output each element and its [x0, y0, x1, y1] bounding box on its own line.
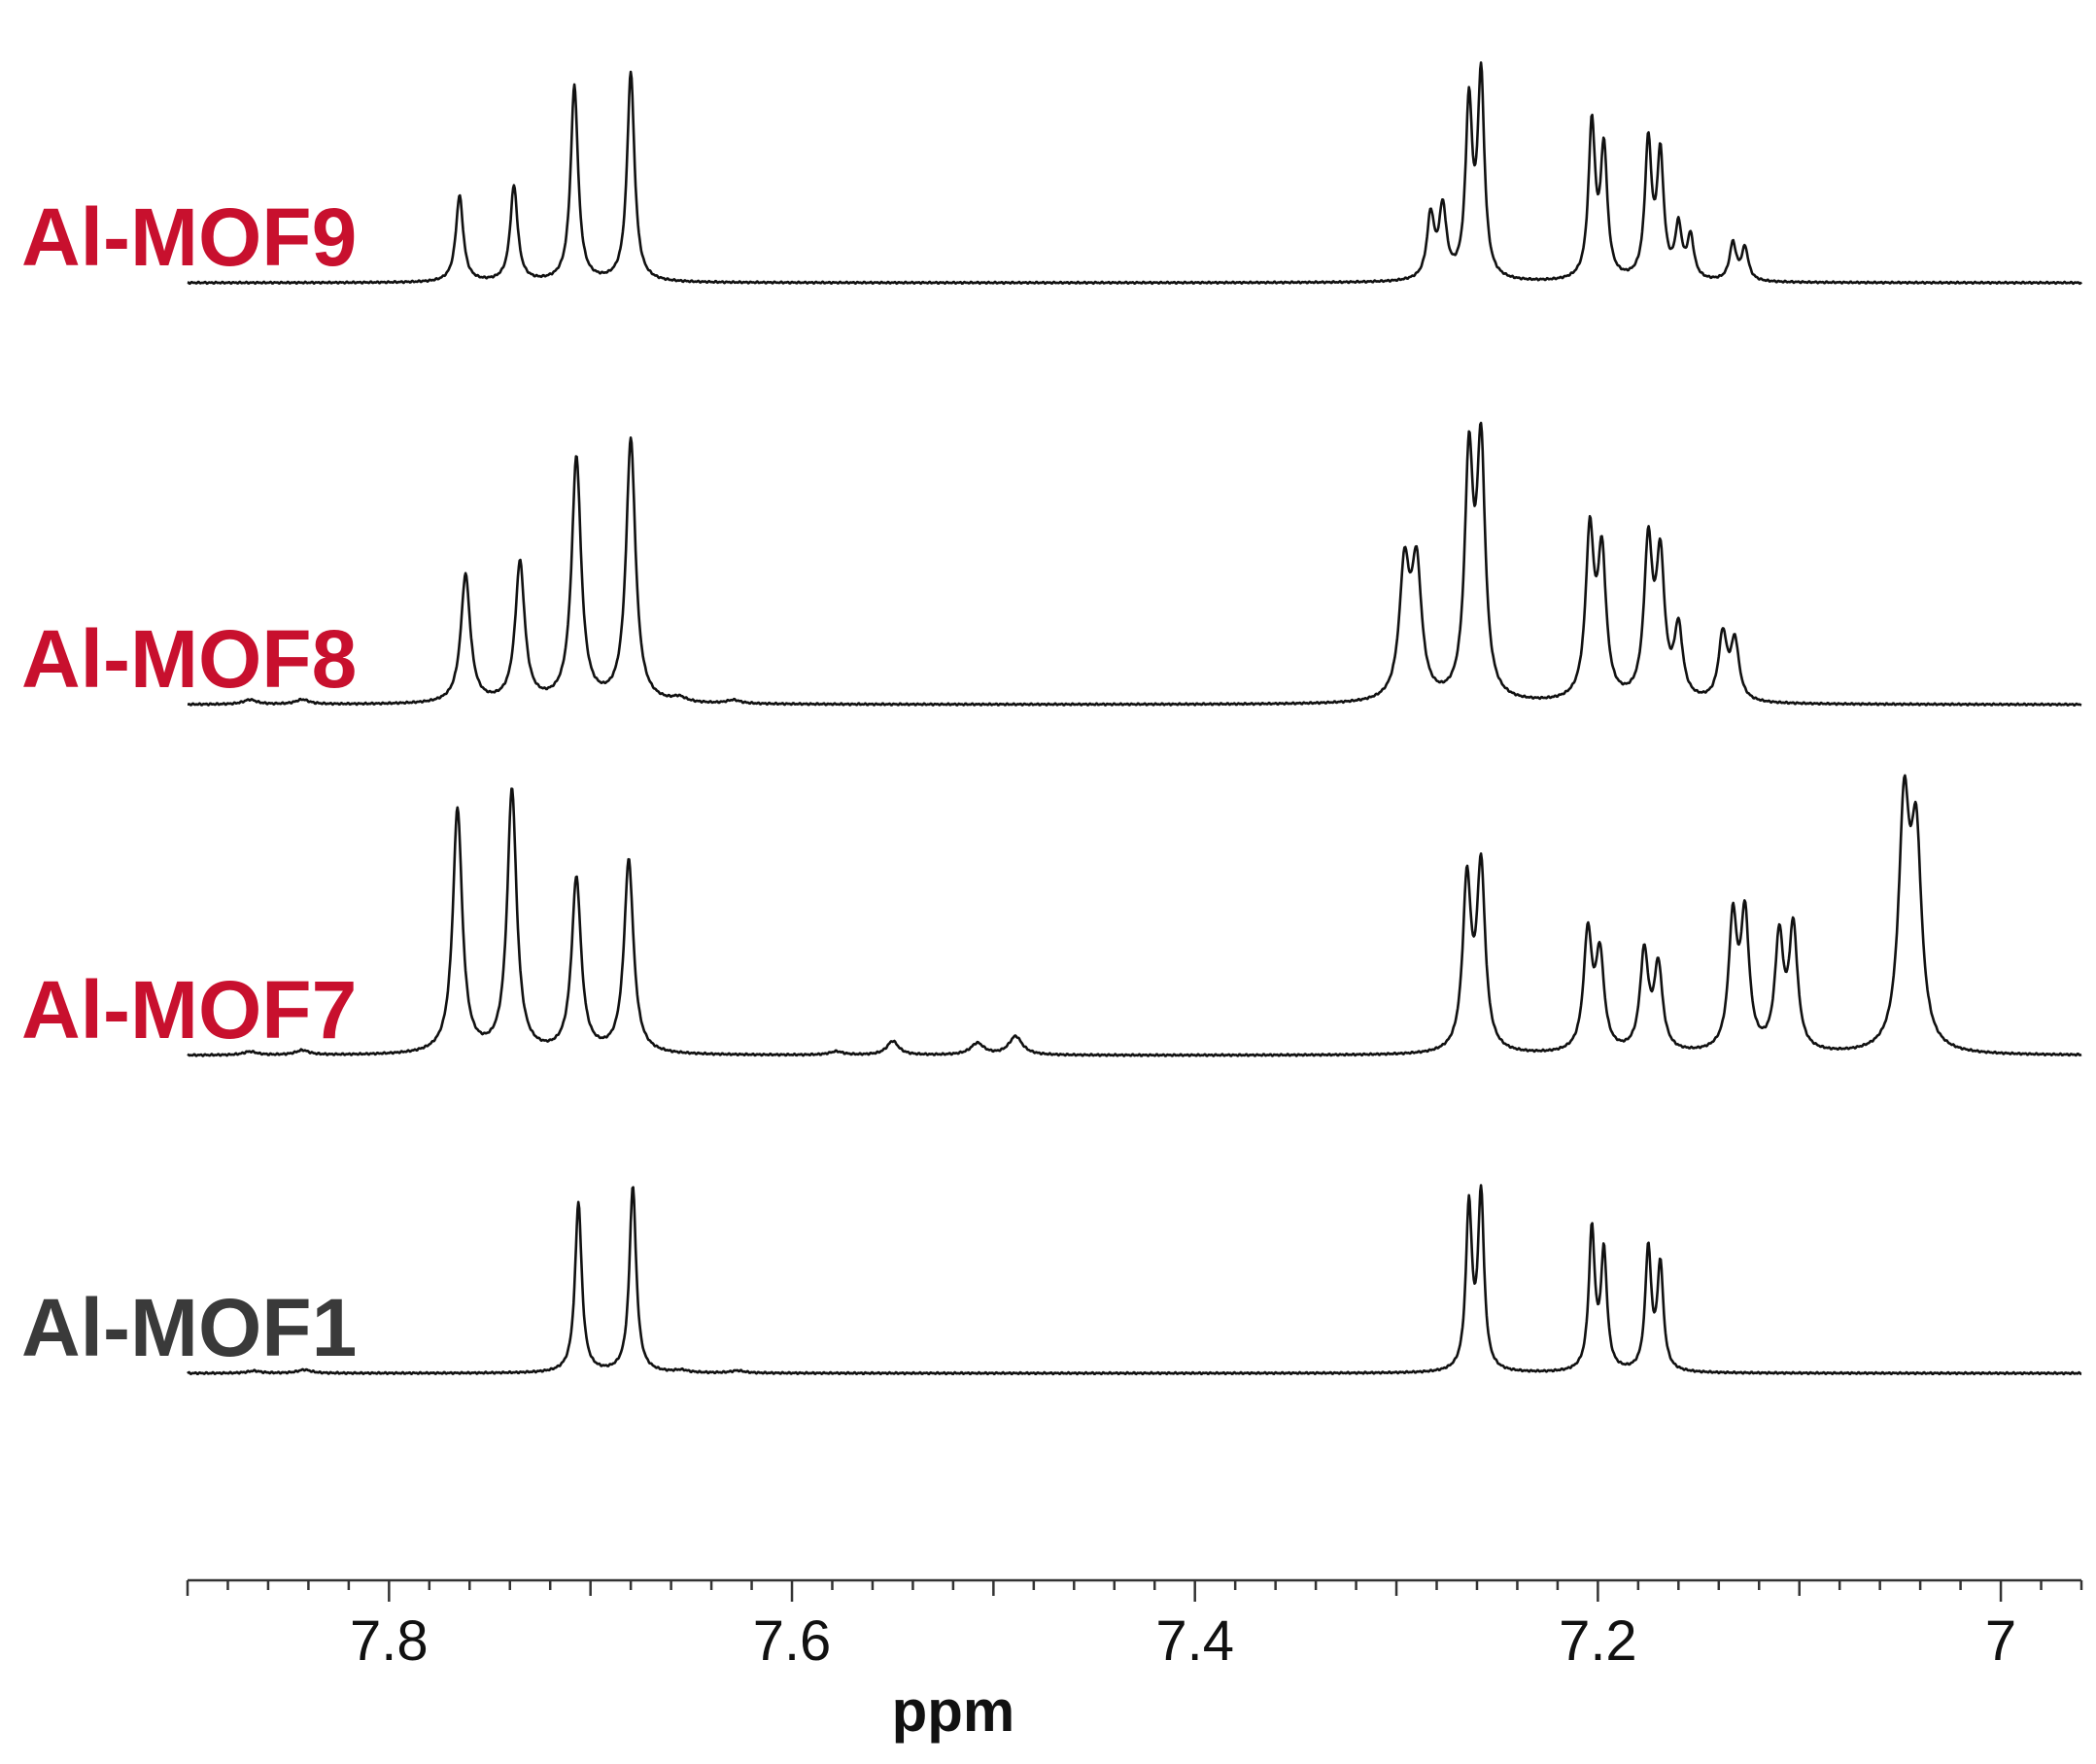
spectrum-trace-al-mof9	[187, 61, 2083, 286]
trace-label-al-mof9: Al-MOF9	[21, 191, 357, 283]
x-tick-label: 7.6	[753, 1609, 832, 1673]
spectrum-trace-al-mof1	[187, 1184, 2082, 1376]
trace-labels: Al-MOF9 Al-MOF8 Al-MOF7 Al-MOF1	[21, 191, 357, 1373]
x-axis-title: ppm	[892, 1678, 1015, 1744]
spectrum-trace-al-mof8	[187, 421, 2082, 708]
spectrum-trace-al-mof7	[187, 774, 2082, 1057]
x-tick-label: 7.8	[350, 1609, 429, 1673]
trace-label-al-mof7: Al-MOF7	[21, 964, 357, 1055]
trace-label-al-mof1: Al-MOF1	[21, 1282, 357, 1373]
x-tick-label: 7.2	[1559, 1609, 1637, 1673]
x-axis-ticks	[186, 1580, 2083, 1602]
x-tick-label: 7	[1985, 1609, 2016, 1673]
x-tick-label: 7.4	[1155, 1609, 1234, 1673]
x-axis: 7.8 7.6 7.4 7.2 7	[186, 1578, 2083, 1673]
trace-label-al-mof8: Al-MOF8	[21, 613, 357, 705]
x-axis-tick-labels: 7.8 7.6 7.4 7.2 7	[350, 1609, 2016, 1673]
spectra-traces	[187, 61, 2083, 1376]
